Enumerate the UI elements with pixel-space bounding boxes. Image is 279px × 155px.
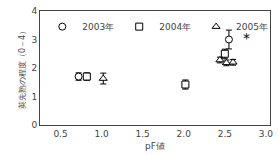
svg-text:2.5: 2.5 (218, 129, 232, 139)
svg-text:*: * (243, 30, 250, 46)
svg-text:莢先熟の程度（0－4）: 莢先熟の程度（0－4） (18, 27, 27, 109)
svg-text:4: 4 (31, 6, 37, 16)
svg-text:3.0: 3.0 (259, 129, 274, 139)
svg-text:2004年: 2004年 (159, 22, 191, 32)
svg-text:1.5: 1.5 (136, 129, 150, 139)
svg-text:0.5: 0.5 (53, 129, 67, 139)
svg-text:2005年: 2005年 (236, 22, 268, 32)
svg-text:3: 3 (31, 35, 37, 45)
svg-text:2003年: 2003年 (82, 22, 114, 32)
svg-text:pF値: pF値 (145, 141, 165, 151)
svg-text:2.0: 2.0 (177, 129, 192, 139)
svg-text:1: 1 (31, 92, 37, 102)
svg-text:1.0: 1.0 (94, 129, 109, 139)
svg-text:0: 0 (31, 120, 37, 130)
svg-text:2: 2 (31, 63, 37, 73)
